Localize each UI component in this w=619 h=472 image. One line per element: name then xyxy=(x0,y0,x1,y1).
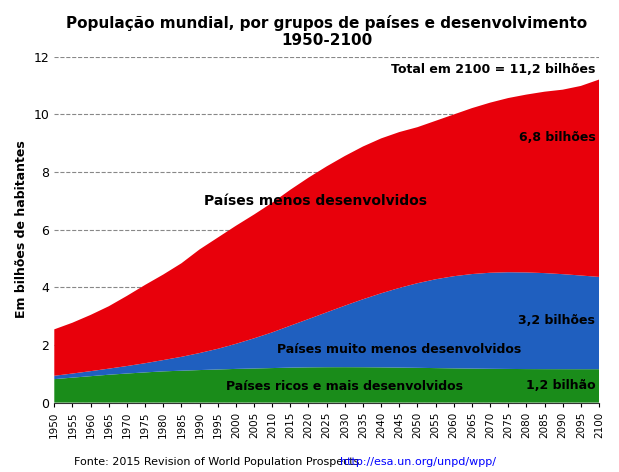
Text: http://esa.un.org/unpd/wpp/: http://esa.un.org/unpd/wpp/ xyxy=(340,457,496,467)
Text: 6,8 bilhões: 6,8 bilhões xyxy=(519,131,595,144)
Text: Total em 2100 = 11,2 bilhões: Total em 2100 = 11,2 bilhões xyxy=(391,63,595,76)
Title: População mundial, por grupos de países e desenvolvimento
1950-2100: População mundial, por grupos de países … xyxy=(66,15,587,49)
Text: Países menos desenvolvidos: Países menos desenvolvidos xyxy=(204,194,427,208)
Text: Países ricos e mais desenvolvidos: Países ricos e mais desenvolvidos xyxy=(227,380,463,393)
Text: 1,2 bilhão: 1,2 bilhão xyxy=(526,379,595,392)
Text: Fonte: 2015 Revision of World Population Prospects: Fonte: 2015 Revision of World Population… xyxy=(74,457,366,467)
Y-axis label: Em bilhões de habitantes: Em bilhões de habitantes xyxy=(15,141,28,319)
Text: 3,2 bilhões: 3,2 bilhões xyxy=(519,314,595,327)
Text: Países muito menos desenvolvidos: Países muito menos desenvolvidos xyxy=(277,343,521,356)
